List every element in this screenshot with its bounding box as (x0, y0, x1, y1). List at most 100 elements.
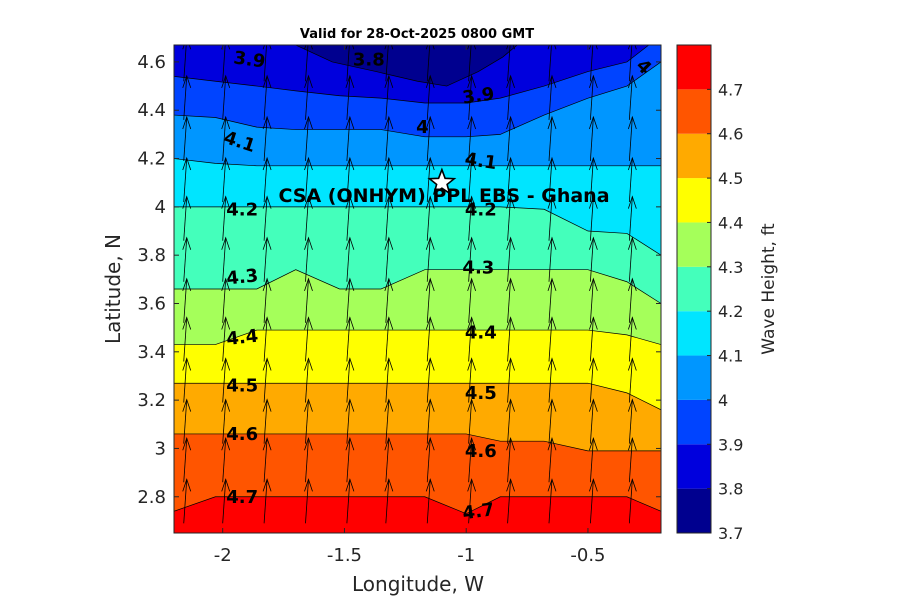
wind-arrow (304, 277, 313, 323)
wind-arrow (345, 195, 355, 241)
wind-arrow (384, 437, 394, 483)
y-tick-label: 3 (155, 438, 166, 459)
y-tick-label: 3.6 (137, 293, 166, 314)
site-star-icon (427, 167, 457, 196)
y-axis-ticks: 2.8 3 3.2 3.4 3.6 3.8 4 4.2 4.4 4.6 (137, 52, 661, 508)
wind-arrow (262, 316, 272, 362)
wind-arrow (345, 398, 355, 444)
wind-arrow (547, 357, 557, 403)
wind-arrow (384, 398, 394, 444)
colorbar-tick-label: 4.2 (718, 302, 743, 321)
colorbar-label: Wave Height, ft (759, 223, 779, 355)
wind-arrow (304, 478, 313, 524)
wind-arrow (589, 156, 598, 203)
wind-arrow (345, 316, 355, 362)
y-tick-label: 3.2 (137, 390, 166, 411)
wind-arrow (425, 316, 435, 362)
wind-arrow (467, 398, 477, 444)
wind-arrow (182, 478, 192, 524)
wind-arrow (627, 277, 637, 323)
wind-arrow (425, 277, 435, 323)
wind-arrow (304, 398, 313, 444)
colorbar-segment (677, 488, 711, 533)
wind-arrow (589, 316, 598, 362)
wind-arrow (221, 195, 231, 241)
contour-label: 4.4 (225, 326, 259, 350)
wind-arrow (182, 74, 192, 120)
wind-arrow (425, 74, 435, 120)
wind-arrow (221, 156, 231, 203)
contour-label: 3.9 (461, 84, 496, 109)
colorbar-segment (677, 399, 711, 445)
wind-arrow (547, 156, 557, 203)
colorbar-segment (677, 266, 711, 312)
wind-arrow (182, 195, 192, 241)
wind-arrow (506, 74, 515, 120)
y-tick-label: 4.4 (137, 100, 166, 121)
wind-arrow (304, 316, 313, 362)
wind-arrow (467, 115, 477, 161)
wind-arrow (345, 74, 355, 120)
contour-label: 4.2 (465, 199, 497, 220)
contour-line-4.2 (174, 206, 661, 256)
contour-label: 4.6 (465, 441, 497, 462)
y-tick-label: 2.8 (137, 487, 166, 508)
wind-arrow (627, 74, 637, 120)
wind-arrow (384, 236, 394, 282)
wind-arrow (467, 478, 477, 524)
colorbar-tick-label: 4 (718, 391, 728, 410)
wind-arrow (304, 236, 313, 282)
contour-label: 4.4 (465, 322, 497, 343)
x-tick-label: -1.5 (327, 545, 362, 566)
wind-arrow (262, 437, 272, 483)
wind-arrow (304, 74, 313, 120)
wind-arrow (589, 398, 598, 444)
wind-arrow (425, 357, 435, 403)
x-tick-label: -2 (214, 545, 232, 566)
wind-arrow (262, 277, 272, 323)
contour-label: 4.7 (226, 487, 258, 508)
wind-arrow (221, 316, 231, 362)
wind-arrow (345, 357, 355, 403)
wind-arrow (182, 156, 192, 203)
wind-arrow (425, 398, 435, 444)
y-tick-label: 3.4 (137, 342, 166, 363)
wind-arrow (384, 115, 394, 161)
wind-arrow (589, 277, 598, 323)
site-label: CSA (ONHYM) PPL EBS - Ghana (278, 185, 609, 207)
colorbar-tick-label: 4.4 (718, 213, 743, 232)
wind-arrow (304, 195, 313, 241)
contour-lines (174, 45, 661, 515)
x-axis-label: Longitude, W (352, 572, 484, 596)
colorbar-segment (677, 444, 711, 489)
x-tick-label: -0.5 (570, 545, 605, 566)
wind-arrow (345, 115, 355, 161)
wind-arrow (221, 437, 231, 483)
wind-arrow (262, 156, 272, 203)
contour-label: 3.9 (232, 47, 267, 72)
wind-arrow (467, 236, 477, 282)
wind-arrow (506, 398, 515, 444)
wind-arrow (425, 236, 435, 282)
wind-arrow (182, 236, 192, 282)
wind-arrow (262, 478, 272, 524)
colorbar-segment (677, 222, 711, 267)
plot-area (174, 45, 661, 533)
wind-arrow (467, 277, 477, 323)
wind-arrow (221, 236, 231, 282)
wind-arrow (627, 195, 637, 241)
wind-arrow (262, 357, 272, 403)
wind-arrows (182, 45, 637, 524)
colorbar-tick-label: 4.3 (718, 258, 743, 277)
wind-arrow (425, 195, 435, 241)
wind-arrow (182, 115, 192, 161)
colorbar-tick-label: 4.6 (718, 125, 743, 144)
contour-line-4.5 (174, 382, 661, 411)
wind-arrow (221, 277, 231, 323)
y-tick-label: 4.2 (137, 149, 166, 170)
wind-arrow (221, 398, 231, 444)
wind-arrow (467, 156, 477, 203)
wind-arrow (467, 195, 477, 241)
